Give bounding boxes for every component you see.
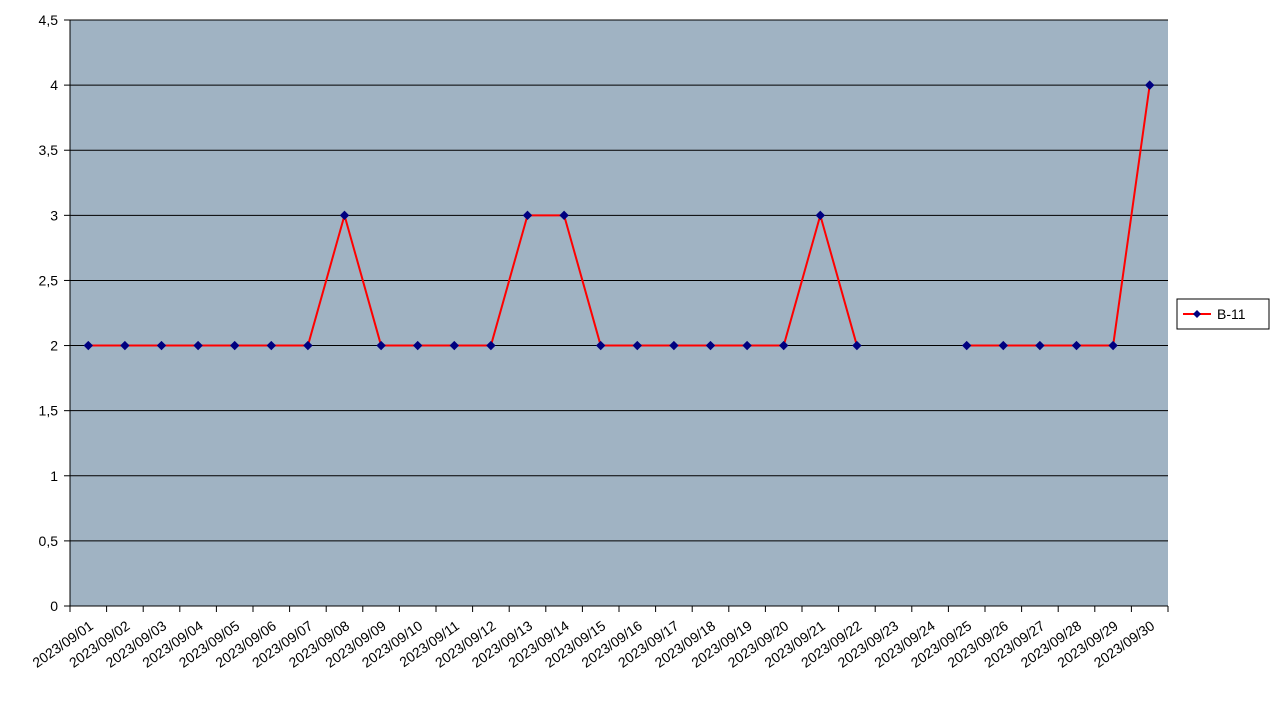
plot-area <box>70 20 1168 606</box>
data-point <box>120 340 130 351</box>
data-point <box>852 340 862 351</box>
data-point <box>595 340 606 351</box>
data-point <box>522 210 533 221</box>
y-tick-label: 3 <box>50 207 58 223</box>
data-point <box>1035 340 1045 351</box>
data-point <box>156 340 167 351</box>
y-tick-label: 4 <box>50 77 58 93</box>
data-point <box>961 340 972 351</box>
data-point <box>815 210 826 221</box>
data-point <box>229 340 240 351</box>
data-point <box>778 340 789 351</box>
data-point <box>449 340 460 351</box>
data-point <box>339 210 350 221</box>
data-point <box>303 340 313 351</box>
data-point <box>412 340 423 351</box>
y-tick-label: 0,5 <box>39 533 59 549</box>
data-point <box>1144 80 1155 90</box>
y-tick-label: 2 <box>50 338 58 354</box>
legend-marker <box>1193 310 1201 318</box>
y-tick-label: 2,5 <box>39 272 59 288</box>
series-line <box>88 214 858 347</box>
data-point <box>266 340 277 351</box>
data-point <box>632 340 643 351</box>
data-point <box>705 340 716 351</box>
data-point <box>193 340 203 351</box>
data-point <box>669 340 679 351</box>
data-point <box>376 340 386 351</box>
data-point <box>1108 340 1118 351</box>
data-point <box>998 340 1009 351</box>
y-tick-label: 3,5 <box>39 142 59 158</box>
legend-label: B-11 <box>1217 306 1246 322</box>
data-point <box>1071 340 1082 351</box>
data-point <box>83 340 94 351</box>
data-point <box>742 340 752 351</box>
series-line <box>966 84 1151 347</box>
y-tick-label: 0 <box>50 598 58 614</box>
y-tick-label: 1,5 <box>39 403 59 419</box>
y-tick-label: 1 <box>50 468 58 484</box>
data-point <box>559 210 569 221</box>
data-point <box>486 340 496 351</box>
y-tick-label: 4,5 <box>39 12 59 28</box>
